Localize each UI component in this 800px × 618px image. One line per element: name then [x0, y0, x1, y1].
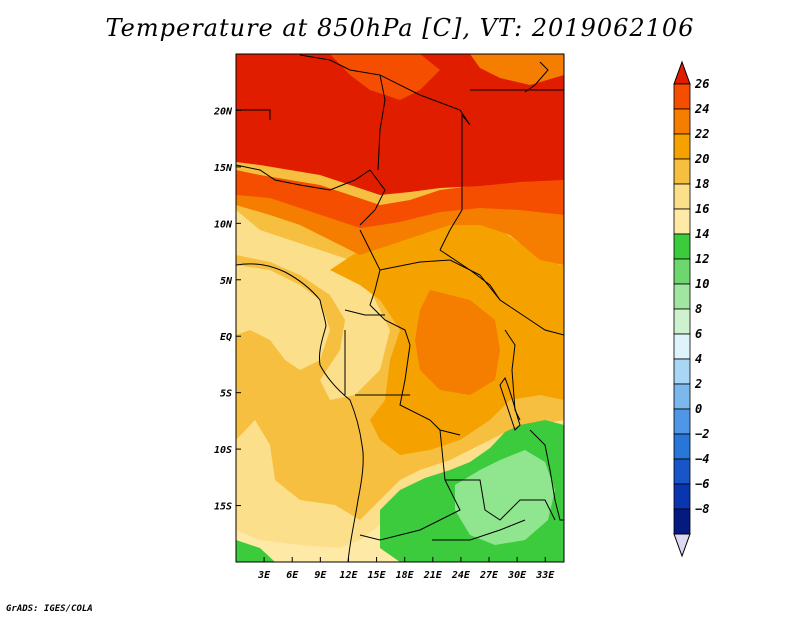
lat-label: 20N: [213, 106, 233, 117]
field-sw-corner-green: [236, 540, 275, 562]
field-16-18-west: [236, 265, 330, 370]
lat-label: 5S: [220, 389, 232, 400]
colorbar-box: [673, 108, 691, 135]
colorbar-label: 20: [694, 152, 709, 166]
field-22-24-sahel: [236, 170, 564, 228]
longitude-axis: 3E 6E 9E 12E 15E 18E 21E 24E 27E 30E 33E: [257, 557, 555, 581]
colorbar-box: [673, 258, 691, 285]
lat-label: 15N: [214, 163, 233, 174]
lon-label: 12E: [339, 570, 358, 581]
lon-label: 33E: [535, 570, 555, 581]
lat-label: 10N: [214, 219, 233, 230]
colorbar-label: 0: [695, 402, 702, 416]
colorbar-box: [673, 508, 691, 535]
colorbar-box: [673, 333, 691, 360]
colorbar-label: 10: [695, 277, 709, 291]
lon-label: 24E: [451, 570, 471, 581]
field-20-22-top-right: [470, 54, 564, 85]
colorbar-label: 14: [695, 227, 709, 241]
lon-label: 6E: [286, 570, 299, 581]
field-8-10: [455, 450, 555, 545]
field-16-18-gulf: [236, 210, 390, 400]
lon-label: 15E: [368, 570, 387, 581]
colorbar-label: 22: [694, 127, 709, 141]
lat-label: 5N: [220, 276, 233, 287]
colorbar-box: [673, 133, 691, 160]
lon-label: 18E: [396, 570, 415, 581]
credit-text: GrADS: IGES/COLA: [6, 604, 93, 614]
field-22-24-north-band: [236, 190, 564, 265]
colorbar-label: −2: [695, 427, 709, 441]
colorbar-box: [673, 433, 691, 460]
colorbar-label: 18: [695, 177, 709, 191]
colorbar-label: 6: [695, 327, 702, 341]
colorbar-label: −8: [695, 502, 709, 516]
lat-label: EQ: [220, 332, 232, 343]
map-frame: [235, 53, 565, 563]
colorbar-box: [673, 283, 691, 310]
colorbar-label: 2: [694, 377, 702, 391]
lat-label: 10S: [214, 445, 232, 456]
field-central-basin-20-22: [415, 290, 500, 395]
colorbar-box: [673, 158, 691, 185]
colorbar-label: 8: [695, 302, 702, 316]
colorbar-box: [673, 183, 691, 210]
colorbar-label: 16: [695, 202, 709, 216]
colorbar-box: [673, 383, 691, 410]
colorbar-label: 12: [695, 252, 709, 266]
colorbar-box: [673, 483, 691, 510]
colorbar-box: [673, 408, 691, 435]
colorbar-box: [673, 208, 691, 235]
lon-label: 9E: [314, 570, 327, 581]
lon-label: 30E: [507, 570, 527, 581]
colorbar-label: 26: [694, 77, 709, 91]
coastlines-borders: [236, 54, 564, 562]
colorbar-bottom-triangle: [673, 533, 691, 558]
colorbar-box: [673, 233, 691, 260]
field-24-26-sahara: [236, 54, 564, 195]
lon-label: 21E: [423, 570, 443, 581]
map-title: Temperature at 850hPa [C], VT: 201906210…: [105, 14, 695, 42]
lon-label: 3E: [257, 570, 271, 581]
lat-label: 15S: [214, 502, 232, 513]
colorbar-box: [673, 308, 691, 335]
colorbar-box: [673, 358, 691, 385]
latitude-axis: 20N 15N 10N 5N EQ 5S 10S 15S: [213, 106, 241, 513]
colorbar-label: −6: [695, 477, 709, 491]
colorbar-box: [673, 83, 691, 110]
colorbar-box: [673, 458, 691, 485]
colorbar-label: 4: [695, 352, 702, 366]
colorbar-top-triangle: [673, 60, 691, 85]
colorbar-label: −4: [695, 452, 709, 466]
temperature-field: [236, 54, 564, 562]
lon-label: 27E: [479, 570, 499, 581]
colorbar-label: 24: [694, 102, 709, 116]
